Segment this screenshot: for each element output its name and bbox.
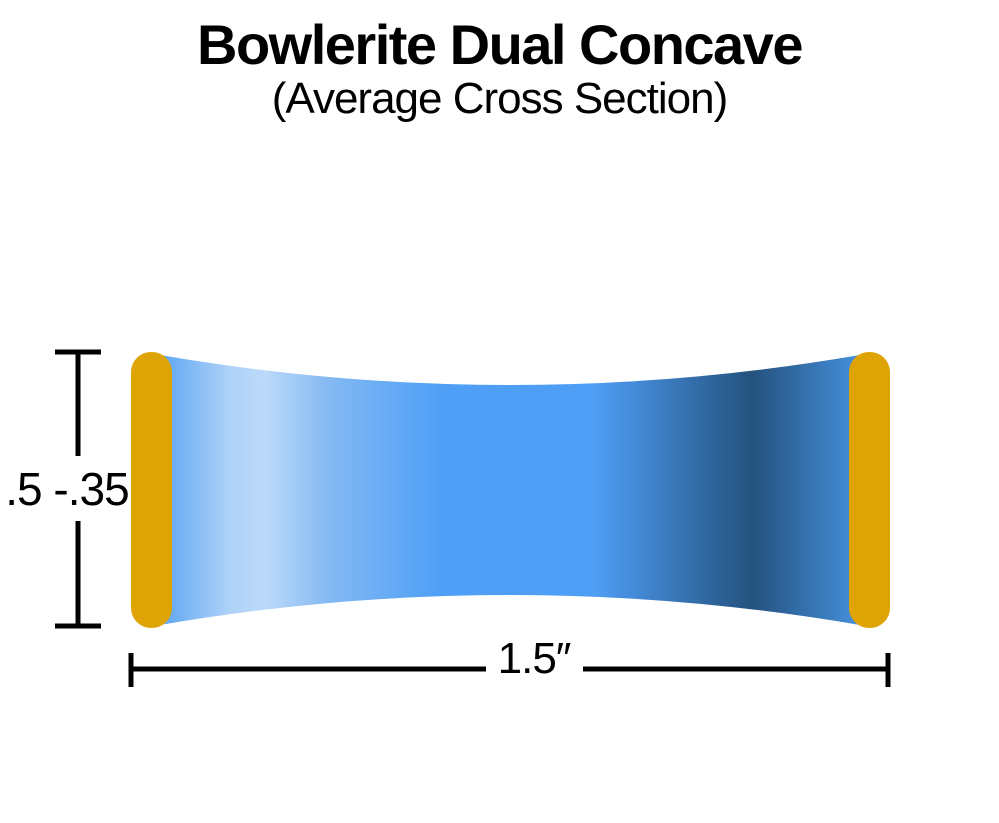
page-title: Bowlerite Dual Concave	[197, 13, 803, 76]
right-edge-cap	[849, 352, 890, 628]
page-subtitle: (Average Cross Section)	[271, 74, 729, 123]
height-dimension-label: .5 -.35	[5, 463, 129, 515]
width-dimension-lines	[128, 653, 891, 687]
height-dimension-lines	[55, 349, 101, 629]
left-edge-cap	[131, 352, 172, 628]
width-dimension-label: 1.5″	[497, 634, 572, 683]
concave-body	[160, 355, 860, 625]
